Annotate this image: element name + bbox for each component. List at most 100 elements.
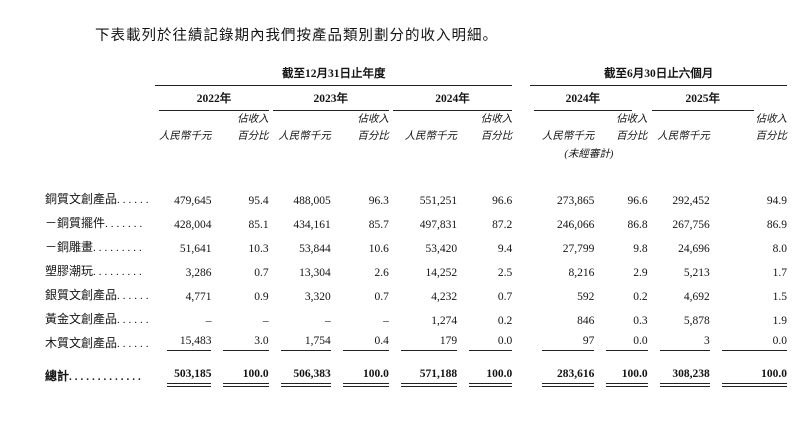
cell-value-text: 86.8 bbox=[627, 219, 648, 231]
year-header-2022: 2022年 bbox=[155, 86, 269, 111]
cell-value: 571,188 bbox=[389, 351, 458, 387]
table-row: 木質文創產品...... 15,483 3.0 1,754 0.4 179 0.0 97 0.0… bbox=[45, 327, 787, 351]
year-header-2024-interim: 2024年 bbox=[530, 86, 647, 111]
cell-value-text: 2.9 bbox=[633, 267, 648, 279]
cell-value-text: 0.0 bbox=[606, 335, 648, 351]
cell-value: 3,320 bbox=[269, 279, 331, 303]
cell-value-text: 10.6 bbox=[368, 243, 389, 255]
column-header-pct-line2: 百分比 bbox=[357, 131, 389, 142]
cell-value: 1,274 bbox=[389, 303, 457, 327]
cell-value: 8,216 bbox=[530, 255, 595, 279]
cell-value: 96.3 bbox=[331, 161, 389, 207]
cell-value-text: 5,878 bbox=[683, 315, 710, 327]
year-header-row: 2022年 2023年 2024年 2024年 2025年 bbox=[45, 86, 787, 111]
cell-value-text: 15,483 bbox=[167, 335, 212, 351]
cell-value: 0.2 bbox=[457, 303, 512, 327]
cell-value-text: 0.0 bbox=[721, 335, 787, 351]
column-gap bbox=[512, 59, 530, 86]
cell-value-text: 53,844 bbox=[299, 243, 331, 255]
cell-value-text: 51,641 bbox=[179, 243, 212, 255]
empty-cell bbox=[155, 143, 512, 161]
cell-value-text: 3,320 bbox=[304, 291, 331, 303]
unaudited-note: (未經審計) bbox=[564, 149, 614, 160]
column-header-pct-line1: 佔收入 bbox=[755, 114, 788, 125]
table-row: 銀質文創產品...... 4,771 0.9 3,320 0.7 4,232 0.7 592 0… bbox=[45, 279, 787, 303]
cell-value-text: 503,185 bbox=[167, 368, 212, 387]
cell-value-text: 846 bbox=[577, 315, 595, 327]
cell-value-text: – bbox=[262, 315, 269, 327]
cell-value-text: 4,771 bbox=[185, 291, 212, 303]
cell-value-text: 4,692 bbox=[683, 291, 710, 303]
cell-value-text: 1.9 bbox=[772, 315, 787, 327]
cell-value-text: 8.0 bbox=[772, 243, 787, 255]
cell-value-text: 267,756 bbox=[672, 219, 710, 231]
column-gap bbox=[512, 303, 530, 327]
cell-value-text: 100.0 bbox=[721, 368, 788, 387]
cell-value: 100.0 bbox=[710, 351, 788, 387]
column-header-pct-line1: 佔收入 bbox=[616, 114, 648, 125]
period-header-interim-label: 截至6月30日止六個月 bbox=[530, 65, 787, 86]
cell-value: 0.7 bbox=[331, 279, 389, 303]
cell-value-text: 0.4 bbox=[342, 335, 389, 351]
empty-cell bbox=[648, 111, 710, 126]
dot-leader: ...... bbox=[117, 314, 152, 326]
row-label: 塑膠潮玩......... bbox=[45, 255, 155, 279]
column-header-amount: 人民幣千元 bbox=[404, 131, 458, 142]
year-header-2024: 2024年 bbox=[389, 86, 513, 111]
cell-value: – bbox=[211, 303, 269, 327]
cell-value: 5,878 bbox=[648, 303, 710, 327]
column-gap bbox=[512, 351, 530, 384]
cell-value-text: – bbox=[205, 315, 212, 327]
cell-value: 1.7 bbox=[710, 255, 787, 279]
cell-value: 100.0 bbox=[331, 351, 390, 387]
column-header-pct-line1: 佔收入 bbox=[357, 114, 389, 125]
cell-value: 0.7 bbox=[211, 255, 268, 279]
cell-value-text: 100.0 bbox=[223, 368, 269, 387]
empty-cell bbox=[269, 111, 331, 126]
table-row: 塑膠潮玩......... 3,286 0.7 13,304 2.6 14,252 2.5 8… bbox=[45, 255, 787, 279]
cell-value: 846 bbox=[530, 303, 594, 327]
cell-value: 179 bbox=[389, 327, 458, 351]
column-gap bbox=[512, 161, 530, 207]
dot-leader: ...... bbox=[117, 194, 152, 206]
cell-value-text: 592 bbox=[577, 291, 595, 303]
dot-leader: ....... bbox=[105, 218, 146, 230]
column-gap bbox=[512, 111, 530, 126]
cell-value: 4,692 bbox=[648, 279, 710, 303]
period-header-annual-label: 截至12月31日止年度 bbox=[155, 65, 513, 86]
cell-value-text: 1.5 bbox=[772, 291, 787, 303]
cell-value-text: 3,286 bbox=[185, 267, 212, 279]
row-label-text: 黃金文創產品 bbox=[45, 312, 118, 326]
cell-value: 85.7 bbox=[331, 207, 389, 231]
cell-value: 87.2 bbox=[457, 207, 512, 231]
cell-value: 0.2 bbox=[594, 279, 647, 303]
cell-value-text: 5,213 bbox=[683, 267, 710, 279]
cell-value: 2.9 bbox=[594, 255, 647, 279]
row-label: 銅質文創產品...... bbox=[45, 161, 155, 207]
column-header-pct-line2: 百分比 bbox=[616, 131, 648, 142]
page-title: 下表載列於往績記錄期內我們按產品類別劃分的收入明細。 bbox=[95, 28, 498, 44]
cell-value: 1.5 bbox=[710, 279, 787, 303]
table-row: 銅質文創產品...... 479,645 95.4 488,005 96.3 551,25… bbox=[45, 161, 787, 207]
cell-value-text: 479,645 bbox=[174, 195, 212, 207]
cell-value-text: 10.3 bbox=[248, 243, 269, 255]
cell-value: 3,286 bbox=[155, 255, 212, 279]
cell-value: 100.0 bbox=[211, 351, 269, 387]
cell-value: 506,383 bbox=[269, 351, 331, 387]
row-label-text: 木質文創產品 bbox=[45, 336, 118, 350]
column-header-pct-line1: 佔收入 bbox=[237, 114, 269, 125]
table-row: －銅雕畫......... 51,641 10.3 53,844 10.6 53,420 9… bbox=[45, 231, 787, 255]
cell-value-text: 0.9 bbox=[254, 291, 269, 303]
empty-cell bbox=[648, 143, 787, 161]
cell-value: 497,831 bbox=[389, 207, 457, 231]
cell-value-text: 2.6 bbox=[374, 267, 389, 279]
cell-value-text: 86.9 bbox=[766, 219, 787, 231]
cell-value-text: 96.6 bbox=[627, 195, 648, 207]
cell-value: 0.0 bbox=[594, 327, 648, 351]
cell-value-text: 97 bbox=[542, 335, 595, 351]
cell-value: 0.4 bbox=[331, 327, 389, 351]
cell-value: 96.6 bbox=[594, 161, 647, 207]
cell-value-text: 3 bbox=[659, 335, 710, 351]
cell-value: 15,483 bbox=[155, 327, 212, 351]
cell-value: 292,452 bbox=[648, 161, 709, 207]
